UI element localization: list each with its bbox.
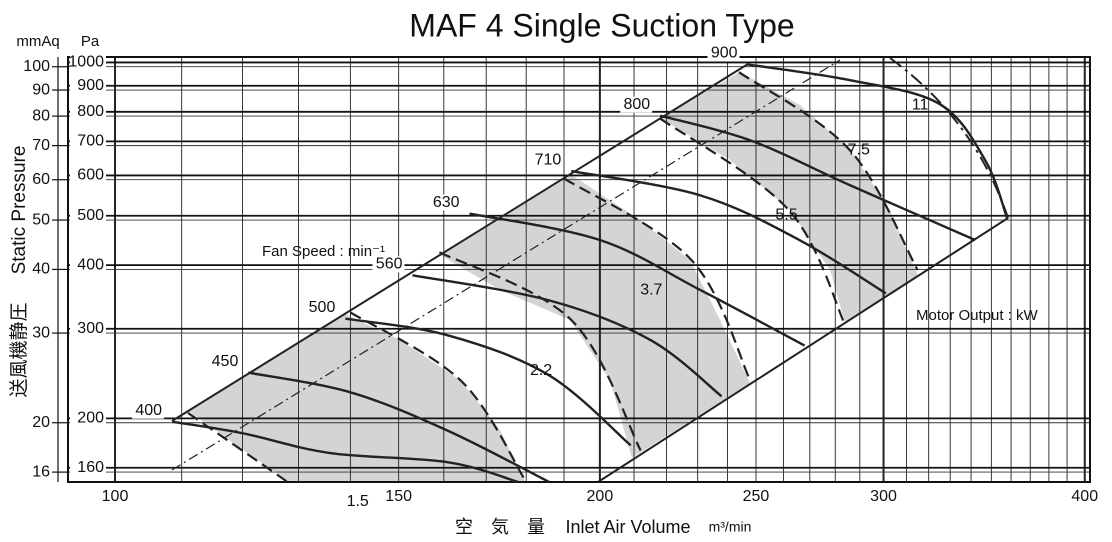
y-tick-label-bg [70, 320, 106, 337]
y2-tick-label: 20 [32, 414, 50, 431]
grid [68, 57, 1090, 482]
speed-label: 560 [376, 255, 403, 272]
y-tick-label-bg [70, 257, 106, 274]
speed-annotation: Fan Speed : min⁻¹ [262, 243, 385, 260]
speed-label: 400 [135, 402, 162, 419]
y-axis-label: Static Pressure [9, 146, 30, 275]
speed-curve [171, 420, 519, 484]
y-tick-label-bg [70, 133, 106, 150]
y-tick-label: 200 [77, 410, 104, 427]
x-axis-label: Inlet Air Volume [565, 517, 690, 537]
power-line [349, 311, 528, 483]
power-label: 1.5 [347, 493, 369, 510]
power-line [563, 177, 752, 382]
boundaries [171, 57, 1009, 483]
marks [171, 63, 1009, 484]
speed-curve [248, 371, 550, 484]
y-unit: Pa [81, 33, 100, 50]
speed-curve [571, 169, 887, 295]
power-label: 7.5 [848, 141, 870, 158]
y-tick-label-bg [70, 459, 106, 476]
power-line [659, 117, 847, 326]
power-line [438, 251, 642, 451]
y-tick-label: 500 [77, 207, 104, 224]
speed-label-bg [305, 299, 338, 316]
y2-tick-label: 40 [32, 261, 50, 278]
power-limit-line [889, 57, 1009, 219]
power-label: 11 [912, 97, 929, 114]
speed-curve [345, 317, 632, 447]
y2-tick-label: 30 [32, 324, 50, 341]
speed-label-bg [208, 353, 241, 370]
y-tick-label: 300 [77, 320, 104, 337]
speed-label-bg [372, 256, 405, 273]
speed-curve [469, 212, 806, 347]
power-annotation: Motor Output : kW [916, 307, 1039, 324]
x-tick-label: 200 [587, 488, 614, 505]
x-tick-label: 300 [870, 488, 897, 505]
power-label: 2.2 [530, 362, 552, 379]
speed-label: 450 [212, 353, 239, 370]
y-axis-label-jp: 送風機静圧 [8, 302, 30, 397]
band [660, 72, 918, 323]
speed-label-bg [429, 194, 462, 211]
speed-label-bg [620, 96, 653, 113]
y2-tick-label: 90 [32, 81, 50, 98]
speed-label: 710 [535, 151, 562, 168]
y2-tick-label: 80 [32, 107, 50, 124]
x-unit: m³/min [709, 519, 752, 535]
x-axis-label-jp: 空 気 量 [455, 517, 545, 537]
y-tick-label: 600 [77, 167, 104, 184]
x-tick-label: 100 [102, 488, 129, 505]
speed-label-bg [132, 402, 165, 419]
y2-tick-label: 70 [32, 137, 50, 154]
y2-tick-label: 16 [32, 463, 50, 480]
speed-label-bg [707, 45, 740, 62]
y-tick-label-bg [70, 54, 106, 71]
shaded-bands [176, 72, 918, 482]
speed-curve [747, 63, 1009, 219]
speed-curve [412, 274, 723, 398]
x-tick-label: 400 [1071, 488, 1098, 505]
speed-label: 500 [309, 299, 336, 316]
y-tick-label-bg [70, 77, 106, 94]
power-label: 5.5 [775, 206, 797, 223]
y-tick-label: 700 [77, 133, 104, 150]
speed-curve [659, 114, 976, 242]
upper-limit-line [171, 63, 749, 422]
y-tick-label: 900 [77, 77, 104, 94]
y-tick-label: 800 [77, 103, 104, 120]
y-tick-label-bg [70, 167, 106, 184]
y2-tick-label: 100 [23, 58, 50, 75]
speed-label: 900 [711, 45, 738, 62]
power-label: 3.7 [640, 281, 662, 298]
y-tick-label: 400 [77, 256, 104, 273]
y2-tick-label: 50 [32, 211, 50, 228]
speed-label-bg [531, 152, 564, 169]
x-tick-label: 250 [743, 488, 770, 505]
speed-label: 630 [433, 194, 460, 211]
y-tick-label-bg [70, 207, 106, 224]
chart-title: MAF 4 Single Suction Type [409, 7, 794, 43]
y-tick-label: 1000 [68, 54, 104, 71]
y-tick-label-bg [70, 410, 106, 427]
speed-label: 800 [623, 96, 650, 113]
y2-tick-label: 60 [32, 171, 50, 188]
y2-unit: mmAq [16, 33, 59, 50]
lower-limit-line [597, 217, 1009, 483]
y-tick-label-bg [70, 103, 106, 120]
power-line [738, 71, 919, 271]
x-tick-label: 150 [385, 488, 412, 505]
y-tick-label: 160 [77, 459, 104, 476]
power-line [187, 412, 289, 483]
